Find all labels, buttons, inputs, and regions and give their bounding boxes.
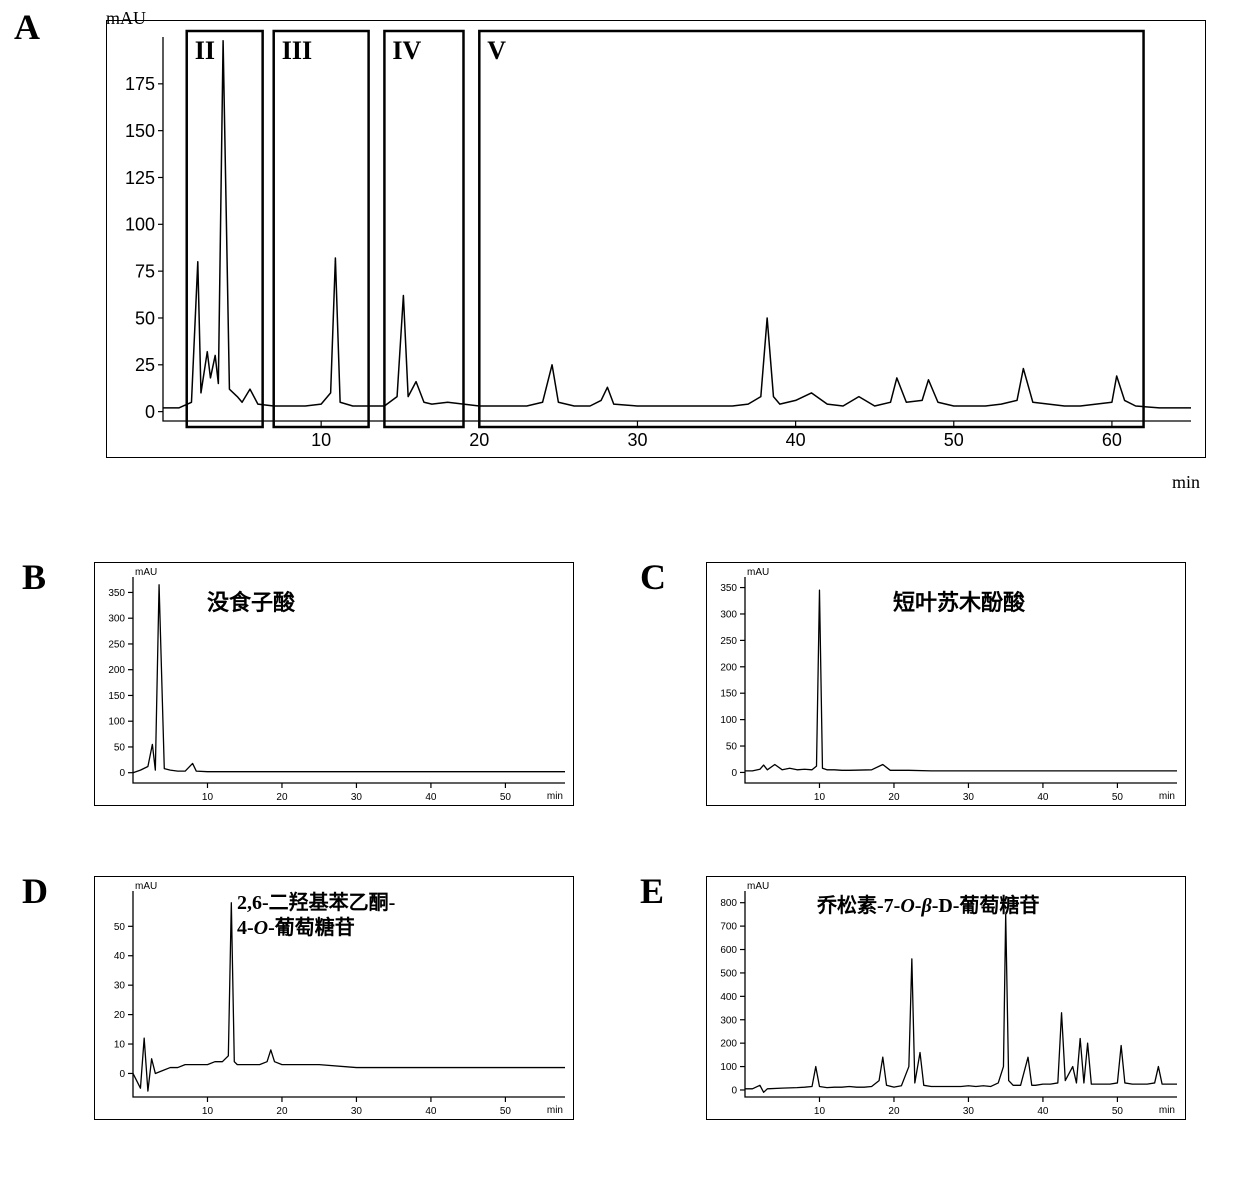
svg-text:250: 250 xyxy=(108,639,125,650)
svg-text:200: 200 xyxy=(108,665,125,676)
svg-text:250: 250 xyxy=(720,636,737,647)
svg-text:50: 50 xyxy=(500,792,512,803)
chart-A: 0255075100125150175102030405060IIIIIIVV xyxy=(106,20,1206,458)
panel-E-label: E xyxy=(640,870,664,912)
svg-text:10: 10 xyxy=(202,792,214,803)
svg-text:0: 0 xyxy=(731,1085,737,1096)
svg-text:min: min xyxy=(1159,1105,1175,1116)
svg-text:600: 600 xyxy=(720,945,737,956)
chart-D-compound: 2,6-二羟基苯乙酮- 4-O-葡萄糖苷 xyxy=(237,891,395,941)
svg-text:10: 10 xyxy=(814,1106,826,1117)
svg-text:40: 40 xyxy=(425,1106,437,1117)
svg-text:175: 175 xyxy=(125,74,155,94)
svg-text:min: min xyxy=(547,1105,563,1116)
svg-text:100: 100 xyxy=(720,1062,737,1073)
chart-C: 0 50 100 150 200 250 300 350 10 20 30 40 50 mAU min 短叶… xyxy=(706,562,1186,806)
svg-text:II: II xyxy=(195,36,215,65)
svg-text:10: 10 xyxy=(311,430,331,450)
svg-text:30: 30 xyxy=(963,1106,975,1117)
svg-text:30: 30 xyxy=(627,430,647,450)
svg-text:50: 50 xyxy=(500,1106,512,1117)
svg-text:mAU: mAU xyxy=(135,881,157,892)
panel-C-label: C xyxy=(640,556,666,598)
panel-D-label: D xyxy=(22,870,48,912)
svg-text:500: 500 xyxy=(720,968,737,979)
svg-text:V: V xyxy=(487,36,506,65)
svg-text:40: 40 xyxy=(114,951,126,962)
svg-text:min: min xyxy=(547,791,563,802)
svg-text:10: 10 xyxy=(114,1040,126,1051)
panel-A-label: A xyxy=(14,6,40,48)
svg-text:50: 50 xyxy=(944,430,964,450)
svg-text:30: 30 xyxy=(114,981,126,992)
svg-text:mAU: mAU xyxy=(747,881,769,892)
svg-text:III: III xyxy=(282,36,312,65)
svg-text:350: 350 xyxy=(720,583,737,594)
svg-text:30: 30 xyxy=(351,1106,363,1117)
svg-text:350: 350 xyxy=(108,588,125,599)
svg-text:0: 0 xyxy=(119,1069,125,1080)
svg-text:30: 30 xyxy=(351,792,363,803)
svg-text:0: 0 xyxy=(145,402,155,422)
svg-text:100: 100 xyxy=(720,715,737,726)
svg-text:40: 40 xyxy=(1037,792,1049,803)
chart-A-xunit: min xyxy=(1172,472,1200,493)
svg-text:20: 20 xyxy=(276,1106,288,1117)
chart-E-compound: 乔松素-7-O-β-D-葡萄糖苷 xyxy=(817,889,1039,918)
svg-text:50: 50 xyxy=(1112,1106,1124,1117)
svg-text:40: 40 xyxy=(1037,1106,1049,1117)
svg-text:40: 40 xyxy=(786,430,806,450)
svg-text:mAU: mAU xyxy=(747,567,769,578)
chart-D: 0 10 20 30 40 50 10 20 30 40 50 mAU min 2,6-二羟基苯乙酮- … xyxy=(94,876,574,1120)
svg-text:50: 50 xyxy=(1112,792,1124,803)
chart-B: 0 50 100 150 200 250 300 350 10 20 30 40 50 mAU min 没食… xyxy=(94,562,574,806)
svg-text:40: 40 xyxy=(425,792,437,803)
svg-text:0: 0 xyxy=(119,768,125,779)
svg-text:50: 50 xyxy=(114,742,126,753)
svg-text:400: 400 xyxy=(720,992,737,1003)
panel-B-label: B xyxy=(22,556,46,598)
svg-text:300: 300 xyxy=(108,614,125,625)
svg-text:20: 20 xyxy=(469,430,489,450)
svg-text:50: 50 xyxy=(135,308,155,328)
svg-text:25: 25 xyxy=(135,355,155,375)
svg-text:50: 50 xyxy=(726,742,738,753)
svg-text:30: 30 xyxy=(963,792,975,803)
svg-text:60: 60 xyxy=(1102,430,1122,450)
svg-text:min: min xyxy=(1159,791,1175,802)
svg-text:20: 20 xyxy=(888,1106,900,1117)
svg-text:150: 150 xyxy=(125,121,155,141)
svg-text:75: 75 xyxy=(135,261,155,281)
svg-text:IV: IV xyxy=(392,36,421,65)
svg-text:20: 20 xyxy=(888,792,900,803)
svg-text:100: 100 xyxy=(125,215,155,235)
chart-A-yunit: mAU xyxy=(106,8,146,29)
svg-text:150: 150 xyxy=(720,689,737,700)
svg-text:0: 0 xyxy=(731,768,737,779)
svg-text:10: 10 xyxy=(814,792,826,803)
svg-text:20: 20 xyxy=(276,792,288,803)
chart-E: 0 100 200 300 400 500 600 700 800 10 20 30 40 50 mAU mi… xyxy=(706,876,1186,1120)
svg-text:200: 200 xyxy=(720,1039,737,1050)
svg-text:700: 700 xyxy=(720,922,737,933)
svg-text:300: 300 xyxy=(720,1015,737,1026)
svg-text:mAU: mAU xyxy=(135,567,157,578)
svg-text:800: 800 xyxy=(720,898,737,909)
svg-text:300: 300 xyxy=(720,609,737,620)
svg-text:200: 200 xyxy=(720,662,737,673)
svg-text:10: 10 xyxy=(202,1106,214,1117)
svg-text:125: 125 xyxy=(125,168,155,188)
svg-text:100: 100 xyxy=(108,717,125,728)
svg-text:20: 20 xyxy=(114,1010,126,1021)
svg-text:50: 50 xyxy=(114,922,126,933)
svg-text:150: 150 xyxy=(108,691,125,702)
chart-B-compound: 没食子酸 xyxy=(207,585,295,617)
chart-C-compound: 短叶苏木酚酸 xyxy=(893,585,1025,617)
